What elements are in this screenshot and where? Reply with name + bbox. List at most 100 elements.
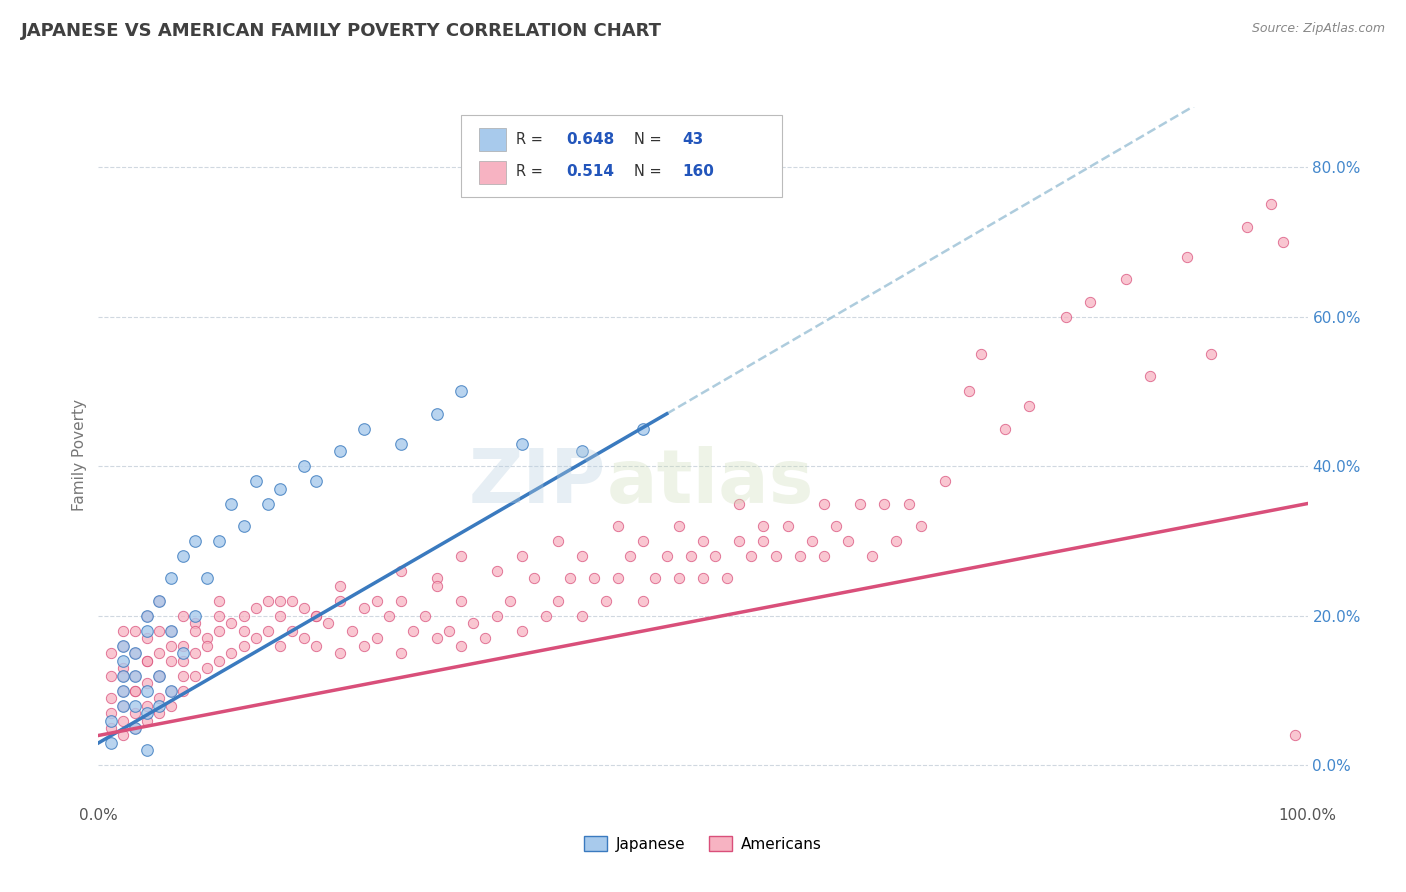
Point	[160, 624, 183, 638]
Point	[148, 594, 170, 608]
Point	[208, 624, 231, 638]
Point	[232, 624, 254, 638]
Point	[221, 497, 243, 511]
Point	[292, 601, 315, 615]
Point	[184, 624, 207, 638]
Point	[292, 459, 315, 474]
Point	[148, 706, 170, 720]
Point	[740, 549, 762, 563]
Point	[886, 533, 908, 548]
Point	[377, 608, 399, 623]
Point	[208, 533, 231, 548]
Point	[269, 594, 291, 608]
Point	[124, 624, 146, 638]
Point	[534, 608, 557, 623]
Point	[172, 608, 194, 623]
Point	[486, 564, 509, 578]
Point	[245, 601, 267, 615]
Point	[100, 668, 122, 682]
Point	[232, 519, 254, 533]
Text: Source: ZipAtlas.com: Source: ZipAtlas.com	[1251, 22, 1385, 36]
Point	[498, 594, 520, 608]
Point	[111, 729, 134, 743]
Text: N =: N =	[634, 164, 666, 179]
Point	[426, 631, 449, 645]
Point	[111, 698, 134, 713]
Point	[256, 594, 278, 608]
Point	[305, 608, 328, 623]
Point	[195, 631, 218, 645]
Point	[752, 519, 775, 533]
Text: ZIP: ZIP	[470, 446, 606, 519]
Point	[353, 422, 375, 436]
Point	[329, 594, 352, 608]
Point	[765, 549, 787, 563]
Point	[450, 639, 472, 653]
Point	[873, 497, 896, 511]
Text: JAPANESE VS AMERICAN FAMILY POVERTY CORRELATION CHART: JAPANESE VS AMERICAN FAMILY POVERTY CORR…	[21, 22, 662, 40]
Point	[124, 668, 146, 682]
Point	[329, 579, 352, 593]
Point	[934, 474, 956, 488]
Text: 0.514: 0.514	[567, 164, 614, 179]
Point	[256, 497, 278, 511]
Point	[160, 571, 183, 585]
Point	[450, 549, 472, 563]
Point	[184, 533, 207, 548]
Point	[111, 698, 134, 713]
Point	[269, 482, 291, 496]
Point	[366, 594, 388, 608]
Point	[111, 683, 134, 698]
Point	[389, 646, 412, 660]
Point	[305, 608, 328, 623]
Point	[245, 631, 267, 645]
Point	[135, 743, 157, 757]
Point	[160, 639, 183, 653]
Point	[160, 624, 183, 638]
Point	[160, 683, 183, 698]
Point	[135, 714, 157, 728]
Point	[100, 714, 122, 728]
Point	[111, 654, 134, 668]
Point	[413, 608, 436, 623]
Point	[607, 571, 630, 585]
Point	[510, 549, 533, 563]
Point	[292, 631, 315, 645]
Point	[305, 639, 328, 653]
Point	[366, 631, 388, 645]
Point	[100, 736, 122, 750]
Point	[571, 444, 593, 458]
Point	[1284, 729, 1306, 743]
Point	[208, 654, 231, 668]
Point	[728, 533, 751, 548]
Text: R =: R =	[516, 131, 547, 146]
Point	[437, 624, 460, 638]
Point	[111, 714, 134, 728]
Point	[1260, 197, 1282, 211]
Text: 160: 160	[682, 164, 714, 179]
Point	[148, 646, 170, 660]
Point	[1115, 272, 1137, 286]
Point	[148, 691, 170, 706]
Point	[100, 646, 122, 660]
Point	[281, 624, 304, 638]
Point	[184, 668, 207, 682]
Point	[135, 654, 157, 668]
Point	[124, 646, 146, 660]
Point	[100, 691, 122, 706]
Point	[450, 384, 472, 399]
Point	[426, 579, 449, 593]
Point	[160, 698, 183, 713]
Text: R =: R =	[516, 164, 547, 179]
Point	[124, 683, 146, 698]
Point	[329, 444, 352, 458]
Point	[970, 347, 993, 361]
Point	[111, 683, 134, 698]
Point	[111, 668, 134, 682]
Point	[595, 594, 617, 608]
Point	[172, 683, 194, 698]
Point	[148, 668, 170, 682]
Point	[704, 549, 727, 563]
Point	[389, 564, 412, 578]
Y-axis label: Family Poverty: Family Poverty	[72, 399, 87, 511]
